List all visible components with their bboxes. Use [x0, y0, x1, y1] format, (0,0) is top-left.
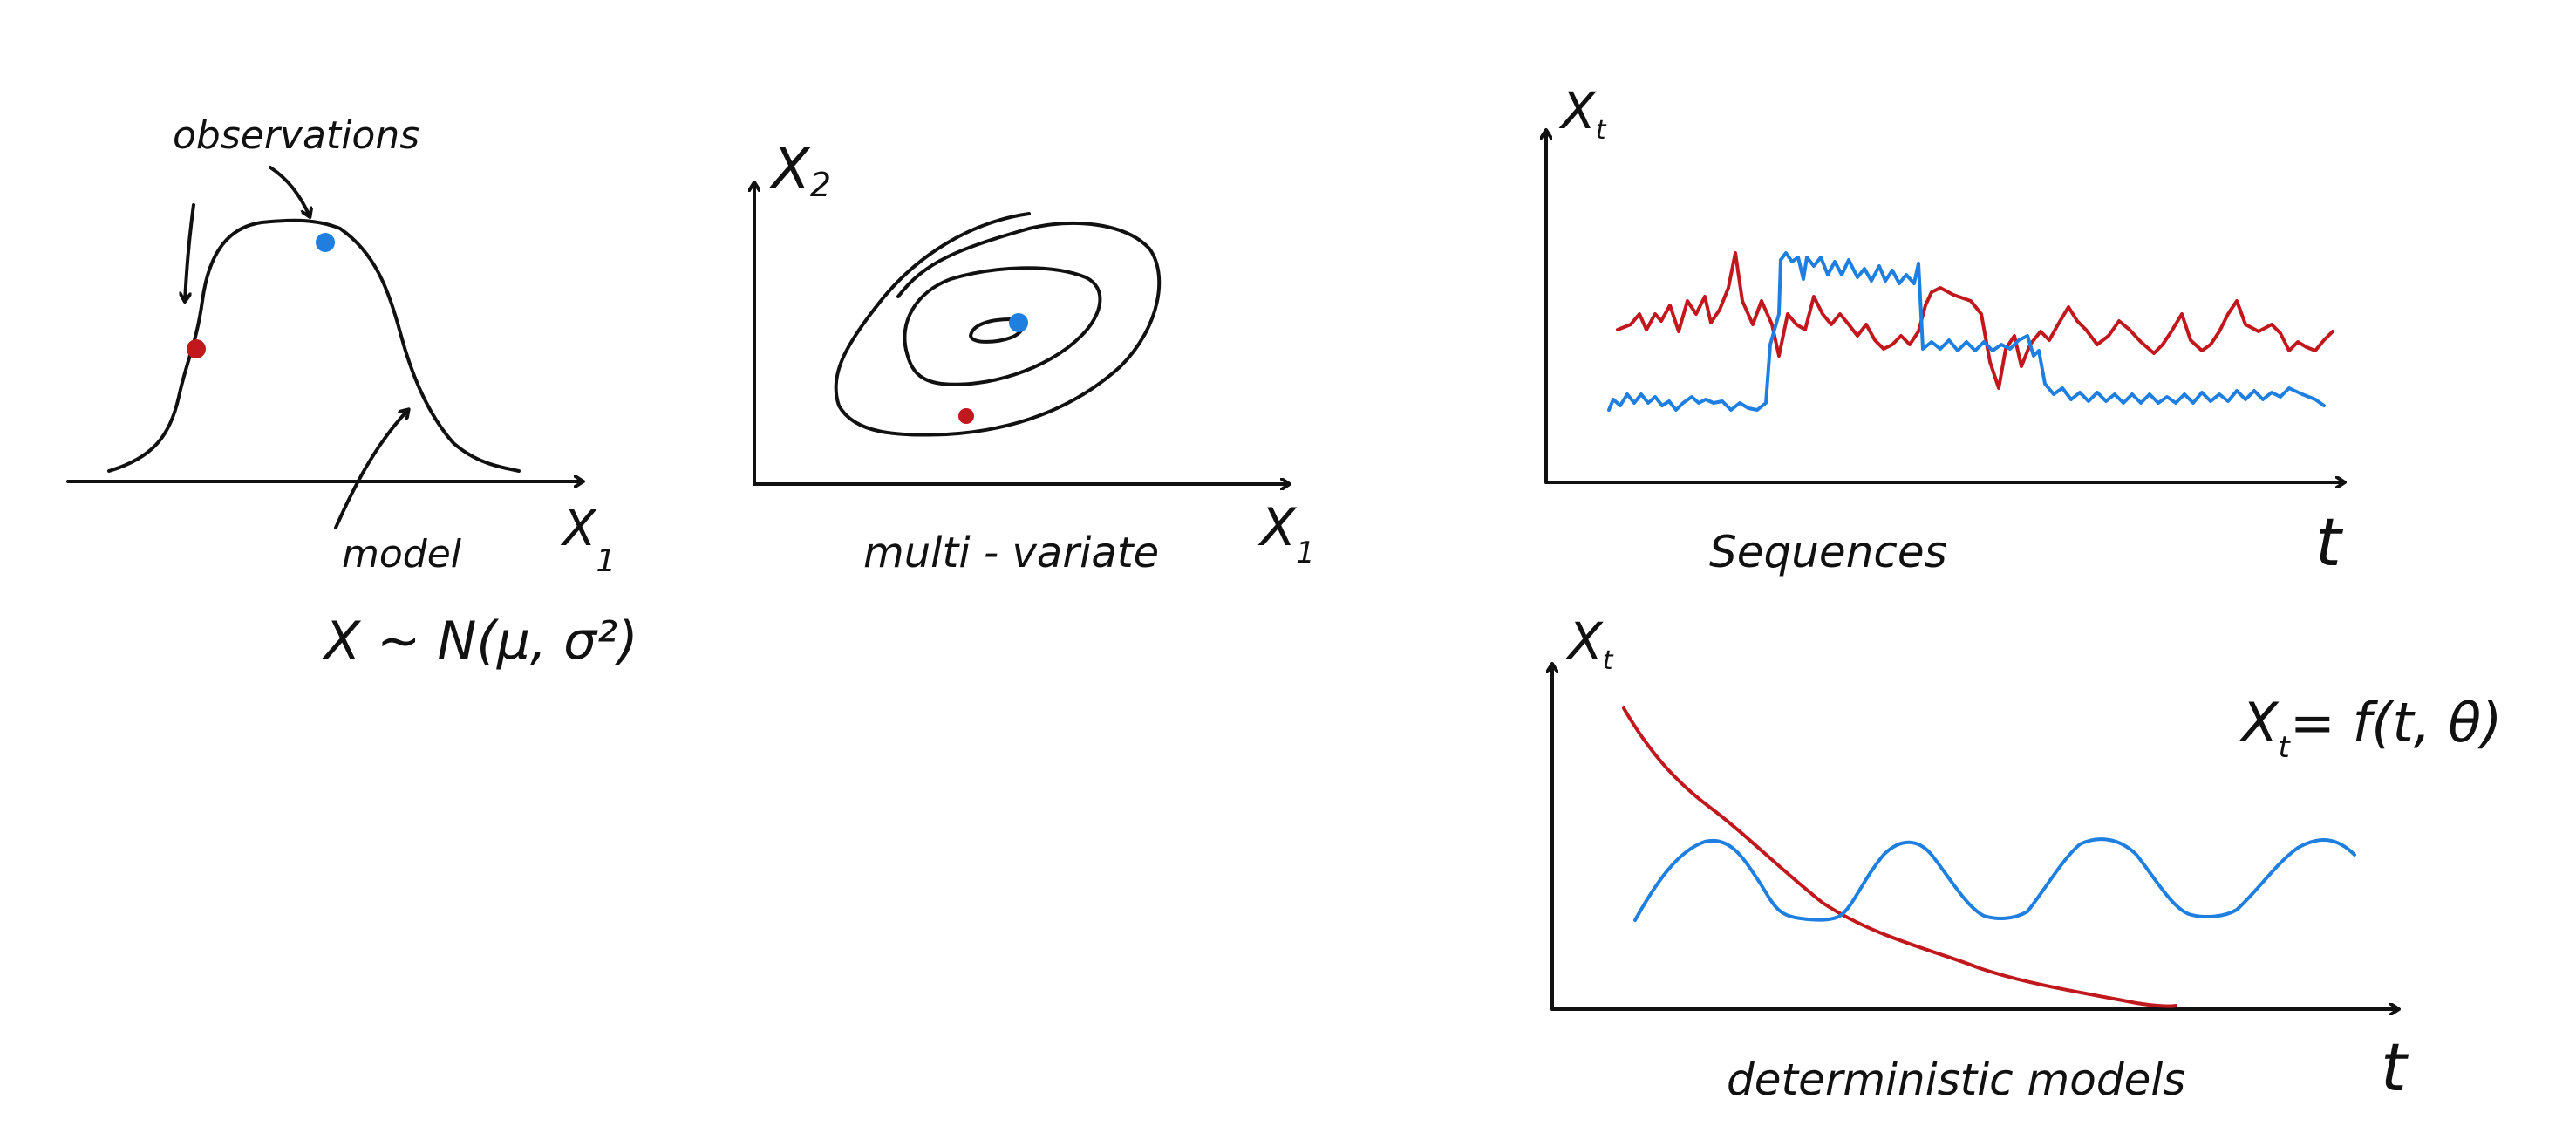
- sequences-caption: Sequences: [1709, 527, 1947, 577]
- x1-axis-label-multivariate: X1: [1257, 497, 1315, 570]
- deterministic-formula: Xt= f(t, θ): [2239, 691, 2502, 765]
- panel-gaussian: observations model X1 X ~ N(μ, σ²): [66, 113, 638, 672]
- t-axis-label-deterministic: t: [2381, 1028, 2409, 1106]
- xt-axis-label-deterministic: Xt: [1565, 611, 1614, 676]
- multivariate-caption: multi - variate: [863, 529, 1159, 577]
- multivariate-point-blue: [1009, 313, 1028, 332]
- gaussian-formula: X ~ N(μ, σ²): [322, 611, 638, 672]
- panel-multivariate: X2 X1 multi - variate: [754, 137, 1315, 577]
- sequence-blue: [1607, 251, 2326, 412]
- panel-sequences: Xt t Sequences: [1546, 81, 2344, 581]
- gaussian-model-curve: [107, 218, 521, 473]
- multivariate-point-red: [958, 408, 974, 424]
- deterministic-caption: deterministic models: [1727, 1055, 2185, 1105]
- t-axis-label-sequences: t: [2315, 503, 2344, 581]
- panel-deterministic: Xt t deterministic models Xt= f(t, θ): [1552, 611, 2502, 1106]
- model-label: model: [342, 532, 462, 577]
- contour-middle: [903, 266, 1102, 386]
- decay-curve-red: [1622, 706, 2177, 1008]
- x2-axis-label: X2: [769, 137, 831, 204]
- observation-arrow-right: [269, 166, 310, 216]
- xt-axis-label-sequences: Xt: [1558, 81, 1607, 146]
- periodic-curve-blue: [1633, 837, 2356, 922]
- observations-label: observations: [173, 113, 419, 158]
- observation-point-red: [187, 339, 206, 358]
- observation-arrow-left: [185, 203, 195, 301]
- observation-point-blue: [316, 233, 335, 252]
- contour-outer: [834, 212, 1162, 437]
- sequence-red: [1616, 251, 2334, 390]
- model-arrow: [334, 410, 408, 529]
- x1-axis-label: X1: [560, 501, 616, 579]
